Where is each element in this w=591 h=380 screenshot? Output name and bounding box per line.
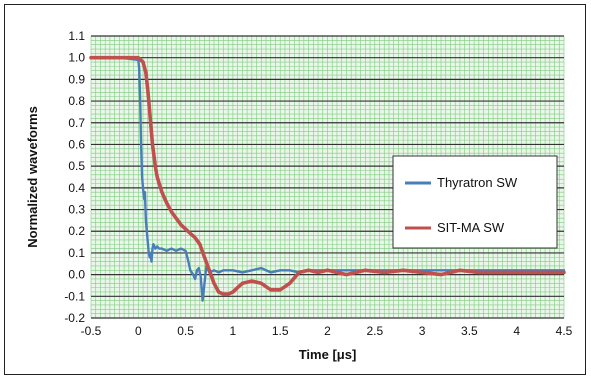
series-line-sit-ma [89, 55, 566, 296]
x-tick-label: 3.5 [461, 324, 478, 338]
y-tick-label: 0.5 [68, 159, 85, 173]
y-axis-label: Normalized waveforms [25, 106, 40, 248]
y-tick-label: 0.9 [68, 72, 85, 86]
x-tick-label: 2.5 [366, 324, 383, 338]
y-tick-label: 0.7 [68, 116, 85, 130]
y-axis-tick-labels: 1.1 1.0 0.9 0.8 0.7 0.6 0.5 0.4 0.3 0.2 0.1 0.0 -0.1… [64, 29, 85, 325]
y-tick-label: 0.4 [68, 181, 85, 195]
x-tick-label: 1 [230, 324, 237, 338]
legend-box [392, 155, 558, 249]
series-lines [89, 55, 566, 302]
y-tick-label: 1.1 [68, 29, 85, 43]
series-line-thyratron [89, 56, 566, 302]
y-tick-label: -0.2 [64, 311, 85, 325]
x-tick-label: 0.5 [177, 324, 194, 338]
y-tick-label: 0.1 [68, 246, 85, 260]
x-tick-label: 1.5 [272, 324, 289, 338]
x-tick-label: 3 [419, 324, 426, 338]
legend-label-sit-ma: SIT-MA SW [437, 220, 505, 235]
x-tick-label: 0 [135, 324, 142, 338]
y-tick-label: 0.6 [68, 137, 85, 151]
x-tick-label: 2 [324, 324, 331, 338]
x-tick-label: -0.5 [81, 324, 102, 338]
y-tick-label: 0.8 [68, 94, 85, 108]
y-tick-label: -0.1 [64, 289, 85, 303]
x-tick-label: 4 [513, 324, 520, 338]
legend-label-thyratron: Thyratron SW [437, 175, 518, 190]
y-tick-label: 0.2 [68, 224, 85, 238]
x-tick-label: 4.5 [556, 324, 573, 338]
y-tick-label: 1.0 [68, 51, 85, 65]
x-axis-label: Time [μs] [299, 347, 357, 362]
y-tick-label: 0.0 [68, 268, 85, 282]
y-tick-label: 0.3 [68, 203, 85, 217]
x-axis-tick-labels: -0.5 0 0.5 1 1.5 2 2.5 3 3.5 4 4.5 [81, 324, 573, 338]
legend: Thyratron SW SIT-MA SW [392, 155, 558, 249]
